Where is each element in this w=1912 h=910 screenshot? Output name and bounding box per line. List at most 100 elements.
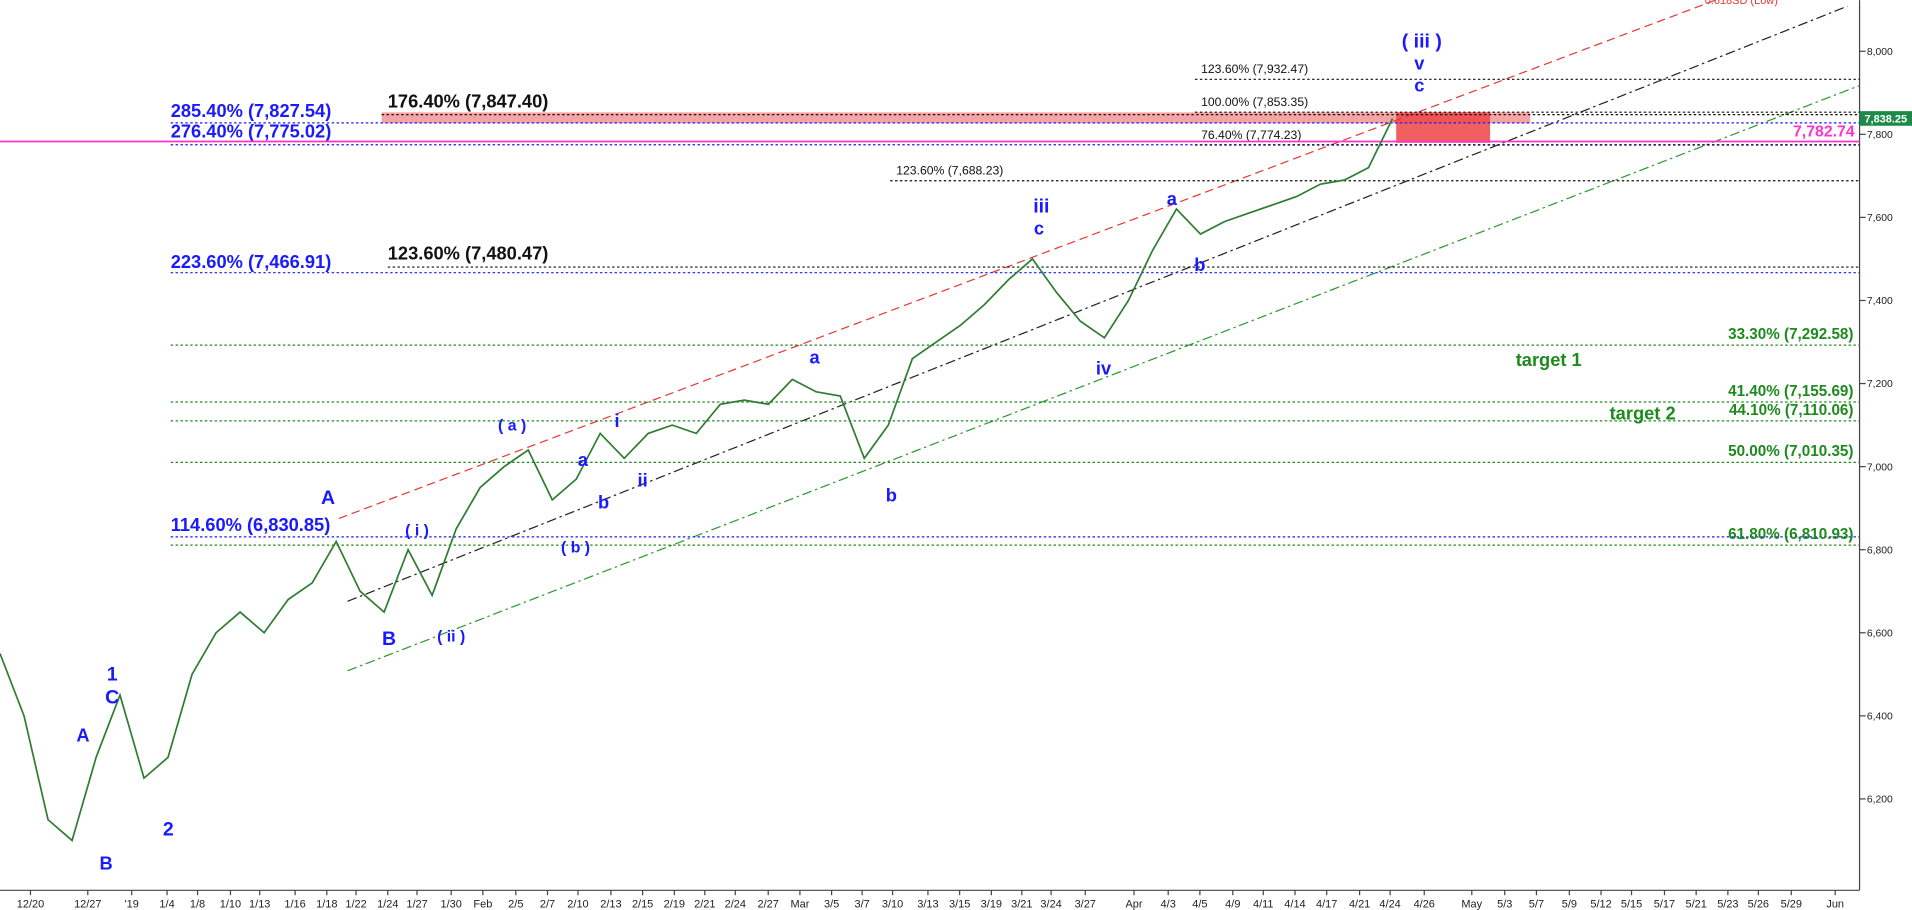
channel-upper — [338, 0, 1718, 519]
x-tick-label: 3/10 — [882, 898, 903, 910]
x-tick-label: 5/29 — [1781, 898, 1802, 910]
x-tick-label: 1/10 — [220, 898, 241, 910]
wave-label: ii — [638, 470, 648, 491]
x-tick-label: 5/21 — [1685, 898, 1706, 910]
level-label: 50.00% (7,010.35) — [1728, 443, 1853, 460]
wave-label: ( i ) — [405, 522, 429, 539]
wave-label: ( a ) — [498, 418, 526, 435]
wave-label: a — [1167, 188, 1178, 209]
x-tick-label: 1/8 — [190, 898, 205, 910]
wave-label: 1 — [107, 664, 118, 686]
wave-label: iii — [1033, 195, 1049, 217]
x-tick-label: 2/10 — [567, 898, 588, 910]
y-tick-label: 7,800 — [1867, 130, 1893, 141]
x-tick-label: Feb — [473, 898, 492, 910]
target-box — [1396, 112, 1491, 143]
wave-label: a — [578, 449, 589, 470]
x-tick-label: 2/19 — [664, 898, 685, 910]
x-tick-label: 2/7 — [540, 898, 555, 910]
level-label: 223.60% (7,466.91) — [171, 251, 332, 272]
y-tick-label: 7,400 — [1867, 296, 1893, 307]
y-tick-label: 8,000 — [1867, 47, 1893, 58]
y-tick-label: 6,800 — [1867, 545, 1893, 556]
marker-label: 7,782.74 — [1793, 124, 1855, 141]
x-tick-label: Mar — [790, 898, 809, 910]
wave-label: ( b ) — [561, 540, 590, 557]
x-tick-label: May — [1461, 898, 1482, 910]
x-tick-label: 3/24 — [1040, 898, 1061, 910]
wave-label: c — [1034, 217, 1044, 238]
wave-label: A — [321, 487, 335, 509]
x-tick-label: 5/12 — [1590, 898, 1611, 910]
x-tick-label: 5/26 — [1748, 898, 1769, 910]
x-tick-label: 1/22 — [345, 898, 366, 910]
level-label: 176.40% (7,847.40) — [388, 90, 549, 111]
x-tick-label: 1/18 — [316, 898, 337, 910]
x-tick-label: 4/5 — [1192, 898, 1207, 910]
y-tick-label: 6,400 — [1867, 712, 1893, 723]
x-tick-label: 3/19 — [981, 898, 1002, 910]
x-tick-label: 4/9 — [1225, 898, 1240, 910]
x-tick-label: 12/20 — [17, 898, 44, 910]
wave-label: v — [1414, 53, 1425, 74]
x-tick-label: 4/26 — [1414, 898, 1435, 910]
level-label: 276.40% (7,775.02) — [171, 120, 332, 141]
y-tick-label: 7,600 — [1867, 213, 1893, 224]
wave-label: C — [105, 687, 119, 709]
level-label: 76.40% (7,774.23) — [1201, 128, 1301, 142]
x-tick-label: 1/24 — [377, 898, 398, 910]
wave-label: b — [598, 492, 609, 513]
wave-label: B — [99, 853, 112, 874]
x-tick-label: 5/17 — [1654, 898, 1675, 910]
wave-label: ( ii ) — [437, 629, 465, 646]
x-tick-label: 2/24 — [725, 898, 746, 910]
level-label: 100.00% (7,853.35) — [1201, 95, 1308, 109]
price-line — [0, 118, 1394, 842]
target-label: target 2 — [1610, 403, 1676, 424]
wave-label: iv — [1096, 358, 1112, 379]
x-tick-label: 1/13 — [249, 898, 270, 910]
target-label: target 1 — [1516, 349, 1582, 370]
level-label: 44.10% (7,110.06) — [1729, 402, 1854, 419]
wave-label: c — [1414, 75, 1424, 96]
x-tick-label: 4/3 — [1161, 898, 1176, 910]
x-tick-label: 3/21 — [1011, 898, 1032, 910]
resistance-zone — [381, 112, 1531, 124]
wave-label: ( iii ) — [1402, 31, 1442, 53]
y-tick-label: 7,200 — [1867, 379, 1893, 390]
x-tick-label: 12/27 — [74, 898, 101, 910]
level-label: 33.30% (7,292.58) — [1728, 326, 1853, 343]
level-label: 114.60% (6,830.85) — [171, 514, 331, 535]
y-tick-label: 6,200 — [1867, 795, 1893, 806]
price-tag — [1859, 111, 1912, 126]
x-tick-label: 3/5 — [824, 898, 839, 910]
x-tick-label: 1/30 — [440, 898, 461, 910]
wave-label: B — [382, 628, 396, 650]
x-tick-label: 1/27 — [406, 898, 427, 910]
x-tick-label: Jun — [1826, 898, 1844, 910]
level-label: 285.40% (7,827.54) — [171, 100, 332, 121]
wave-label: 2 — [163, 818, 174, 840]
x-tick-label: 4/21 — [1349, 898, 1370, 910]
x-tick-label: 3/27 — [1075, 898, 1096, 910]
x-tick-label: 5/9 — [1562, 898, 1577, 910]
wave-label: A — [76, 725, 89, 746]
x-tick-label: 4/14 — [1284, 898, 1305, 910]
x-tick-label: 2/13 — [600, 898, 621, 910]
x-tick-label: 2/5 — [508, 898, 523, 910]
x-tick-label: 5/15 — [1621, 898, 1642, 910]
x-tick-label: 4/11 — [1253, 898, 1274, 910]
x-tick-label: 4/17 — [1316, 898, 1337, 910]
x-tick-label: 1/16 — [284, 898, 305, 910]
level-label: 123.60% (7,932.47) — [1201, 62, 1308, 76]
x-tick-label: 4/24 — [1379, 898, 1400, 910]
channel-lower — [347, 84, 1860, 672]
price-tag-label: 7,838.25 — [1864, 114, 1907, 126]
x-tick-label: 3/13 — [917, 898, 938, 910]
wave-label: i — [614, 410, 619, 431]
x-tick-label: 2/27 — [758, 898, 779, 910]
x-tick-label: 5/7 — [1529, 898, 1544, 910]
projection-label: 0.618SD (Low) — [1705, 0, 1778, 7]
